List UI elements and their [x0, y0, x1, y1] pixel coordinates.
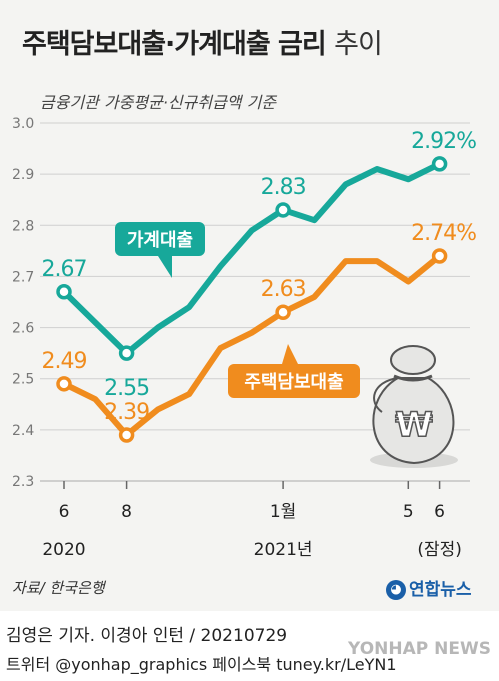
y-tick-label: 2.6 — [12, 321, 34, 337]
y-tick-label: 2.5 — [12, 372, 34, 388]
won-sign-icon: ₩ — [395, 405, 433, 445]
x-year-label: 2020 — [42, 540, 85, 560]
x-tick-label: 8 — [121, 502, 132, 522]
legend-pointer-mortgage — [282, 344, 298, 364]
watermark: YONHAP NEWS — [348, 639, 491, 659]
data-label: 2.55 — [104, 376, 149, 401]
logo-mark-icon: ◕ — [386, 580, 406, 600]
y-tick-label: 2.7 — [12, 269, 34, 285]
y-tick-label: 2.9 — [12, 167, 34, 183]
data-point — [275, 304, 291, 320]
data-label: 2.74% — [411, 221, 476, 246]
source-note: 자료/ 한국은행 — [12, 579, 105, 597]
money-bag-top — [390, 345, 436, 375]
data-label: 2.63 — [261, 277, 306, 302]
footer: 김영은 기자. 이경아 인턴 / 20210729 트위터 @yonhap_gr… — [0, 611, 499, 681]
legend-box-household — [115, 222, 205, 256]
x-tick-label: 6 — [59, 502, 70, 522]
chart-title-suffix: 추이 — [334, 29, 383, 60]
data-point — [56, 376, 72, 392]
money-bag-string — [373, 377, 399, 413]
data-point — [56, 284, 72, 300]
y-tick-label: 2.3 — [12, 474, 34, 490]
social-line: 트위터 @yonhap_graphics 페이스북 tuney.kr/LeYN1 — [6, 655, 397, 674]
legend-label-mortgage: 주택담보대출 — [244, 372, 343, 393]
money-bag-body — [372, 377, 455, 465]
data-point — [118, 345, 135, 361]
x-tick-label: 6 — [434, 502, 445, 522]
data-label: 2.49 — [42, 349, 87, 374]
data-point — [275, 202, 291, 218]
data-point — [431, 248, 448, 264]
legend-label-household: 가계대출 — [127, 230, 193, 251]
data-point — [118, 427, 135, 443]
data-point — [431, 156, 448, 172]
credit-line: 김영은 기자. 이경아 인턴 / 20210729 — [6, 626, 288, 646]
data-label: 2.39 — [104, 400, 149, 425]
chart-title: 주택담보대출·가계대출 금리 추이 — [22, 29, 383, 60]
data-label: 2.83 — [261, 175, 306, 200]
x-year-label: (잠정) — [417, 540, 462, 560]
x-tick-label: 5 — [403, 502, 414, 522]
y-tick-label: 2.4 — [12, 423, 34, 439]
x-tick-label: 1월 — [270, 502, 296, 522]
x-year-label: 2021년 — [254, 540, 313, 560]
data-label: 2.67 — [42, 257, 87, 282]
yonhap-logo: ◕ 연합뉴스 — [386, 575, 472, 600]
y-tick-label: 2.8 — [12, 218, 34, 234]
series-line-household — [61, 160, 443, 357]
data-label: 2.92% — [411, 129, 476, 154]
legend-pointer-household — [158, 256, 172, 278]
y-tick-label: 3.0 — [12, 116, 34, 132]
chart-subtitle: 금융기관 가중평균·신규취급액 기준 — [40, 93, 277, 112]
legend-box-mortgage — [228, 364, 360, 398]
